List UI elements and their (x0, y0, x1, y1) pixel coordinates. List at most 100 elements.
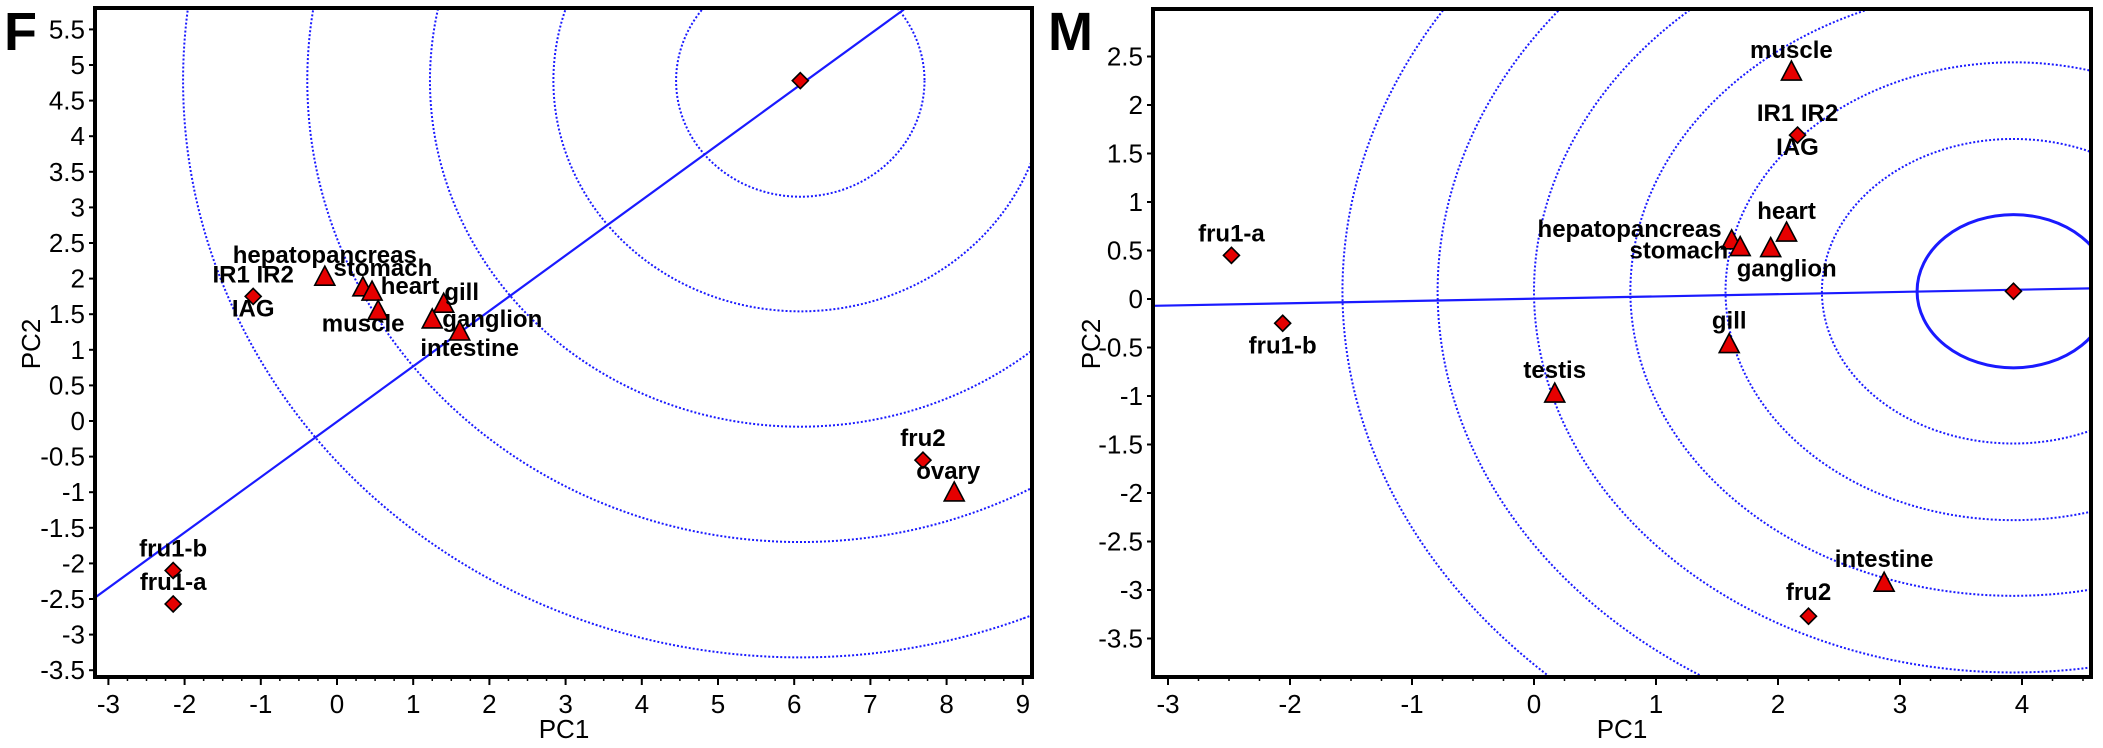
y-tick-label: -3 (62, 620, 85, 650)
triangle-marker-icon (360, 279, 384, 301)
x-tick-label: 9 (1016, 689, 1030, 719)
y-tick-label: -0.5 (1098, 333, 1143, 363)
distance-ring (1436, 9, 1706, 677)
point-label: IAG (232, 295, 275, 322)
data-point: stomach (334, 255, 433, 297)
x-tick-label: -2 (1278, 689, 1301, 719)
triangle-marker-icon (1872, 570, 1896, 593)
panel-letter-f: F (4, 2, 37, 62)
data-point: stomach (1629, 234, 1752, 265)
distance-ring (675, 8, 926, 198)
y-tick-label: 4 (71, 121, 85, 151)
y-axis-title: PC2 (16, 319, 46, 370)
x-axis-title: PC1 (539, 714, 590, 744)
point-label: fru2 (1786, 579, 1831, 606)
y-tick-label: 0.5 (1107, 236, 1143, 266)
diamond-marker-icon (1788, 125, 1807, 145)
triangle-marker-icon (1728, 234, 1752, 257)
data-point: IR1 IR2 IAG (212, 261, 293, 322)
point-label: fru2 (900, 425, 945, 452)
diamond-marker-icon (1273, 314, 1292, 333)
y-tick-label: 1.5 (49, 299, 85, 329)
y-tick-label: 5 (71, 50, 85, 80)
y-tick-label: -3 (1120, 575, 1143, 605)
data-point: heart (360, 273, 439, 301)
y-axis: 5.5 5 4.5 4 3.5 3 2.5 2 1.5 1 0.5 0 -0.5 -1 -1.5 -2 -2.5… (40, 14, 95, 685)
center-diamond-icon (2004, 282, 2023, 301)
x-tick-label: 6 (787, 689, 801, 719)
plot-frame (1151, 7, 2093, 679)
point-label: fru1-a (1198, 220, 1265, 247)
diamond-marker-icon (1222, 246, 1241, 265)
y-tick-label: 2.5 (1107, 42, 1143, 72)
x-tick-label: 2 (1771, 689, 1785, 719)
diamond-marker-icon (164, 594, 183, 614)
center-diamond-icon (791, 71, 810, 90)
x-axis: -3 -2 -1 0 1 2 3 4 (1156, 677, 2084, 719)
data-point: heart (1757, 198, 1816, 242)
x-tick-label: 0 (1527, 689, 1541, 719)
data-point: hepatopancreas (1538, 216, 1743, 250)
y-tick-label: -1 (62, 477, 85, 507)
y-tick-label: 2.5 (49, 228, 85, 258)
point-label: muscle (1750, 37, 1833, 64)
data-point: fru1-b (1249, 314, 1317, 359)
panel-m-chart: M PC1 PC2 muscle IR1 IR2 IAG heart hepatopan… (1048, 2, 2093, 744)
y-tick-label: -2.5 (1098, 527, 1143, 557)
distance-ring (1533, 9, 2091, 674)
distance-ring (1820, 137, 2091, 445)
triangle-marker-icon (942, 480, 966, 502)
data-point: fru2 (900, 425, 946, 470)
data-point: gill (1712, 308, 1747, 354)
y-tick-label: -1.5 (40, 513, 85, 543)
data-point: fru1-a (140, 569, 207, 614)
x-tick-label: -1 (249, 689, 272, 719)
point-label: fru1-b (1249, 332, 1317, 359)
y-tick-label: 2 (71, 264, 85, 294)
y-tick-label: -2 (62, 548, 85, 578)
x-tick-label: 4 (635, 689, 649, 719)
point-label: IR1 IR2 (1757, 100, 1838, 127)
data-point: ganglion (420, 306, 542, 333)
point-label: stomach (334, 255, 433, 282)
point-label: IAG (1776, 134, 1819, 161)
x-tick-label: -3 (97, 689, 120, 719)
y-tick-label: -1 (1120, 381, 1143, 411)
x-tick-label: 3 (1893, 689, 1907, 719)
y-tick-label: 3.5 (49, 157, 85, 187)
distance-ring (1629, 9, 2091, 597)
distance-ring (182, 8, 1032, 659)
y-tick-label: -3.5 (1098, 624, 1143, 654)
triangle-marker-icon (1717, 331, 1741, 354)
y-tick-label: 1 (71, 335, 85, 365)
distance-ring (1724, 61, 2091, 522)
triangle-marker-icon (313, 264, 337, 286)
diamond-marker-icon (913, 451, 933, 470)
y-axis-title: PC2 (1076, 319, 1106, 370)
x-axis: -3 -2 -1 0 1 2 3 4 5 6 7 8 9 (97, 677, 1030, 719)
point-label: gill (444, 279, 479, 306)
point-label: intestine (420, 335, 519, 362)
data-point: fru1-b (139, 536, 207, 580)
y-tick-label: 0 (1129, 284, 1143, 314)
point-label: hepatopancreas (233, 242, 417, 269)
point-label: intestine (1835, 546, 1934, 573)
x-tick-label: -1 (1400, 689, 1423, 719)
point-label: IR1 IR2 (212, 261, 293, 288)
x-tick-label: 3 (558, 689, 572, 719)
x-tick-label: -2 (173, 689, 196, 719)
distance-ring (1341, 9, 1552, 677)
data-point: fru2 (1786, 579, 1831, 626)
plot-area-m: muscle IR1 IR2 IAG heart hepatopancreasstoma… (1098, 7, 2093, 719)
triangle-marker-icon (1543, 381, 1567, 403)
y-tick-label: -0.5 (40, 442, 85, 472)
x-tick-label: 4 (2015, 689, 2029, 719)
plot-frame (93, 6, 1034, 679)
y-tick-label: 2 (1129, 90, 1143, 120)
y-tick-label: 1 (1129, 187, 1143, 217)
y-tick-label: 0 (71, 406, 85, 436)
point-label: ganglion (1737, 256, 1837, 283)
point-label: ovary (916, 458, 981, 485)
